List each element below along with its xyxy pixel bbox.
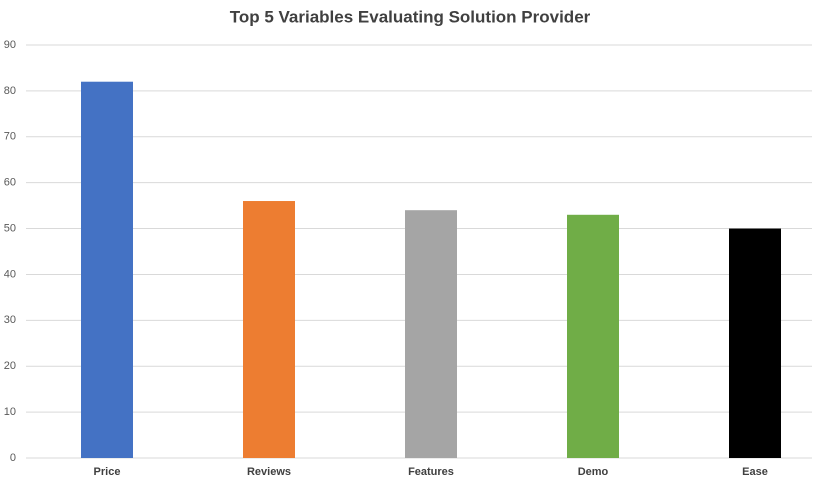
y-tick-label: 20 [4,360,16,372]
y-tick-label: 90 [4,39,16,51]
y-tick-label: 30 [4,314,16,326]
bar [729,228,781,458]
x-tick-label: Reviews [247,466,291,478]
x-tick-label: Price [94,466,121,478]
x-tick-label: Demo [578,466,609,478]
bar [405,210,457,458]
bar [567,214,619,458]
y-tick-label: 0 [10,452,16,464]
y-tick-label: 60 [4,177,16,189]
chart-title: Top 5 Variables Evaluating Solution Prov… [230,7,591,26]
y-tick-label: 70 [4,131,16,143]
bar [81,81,133,458]
y-tick-label: 50 [4,222,16,234]
bar [243,201,295,458]
y-tick-label: 80 [4,85,16,97]
y-tick-label: 40 [4,268,16,280]
x-tick-label: Features [408,466,454,478]
x-tick-label: Ease [742,466,768,478]
y-tick-label: 10 [4,406,16,418]
